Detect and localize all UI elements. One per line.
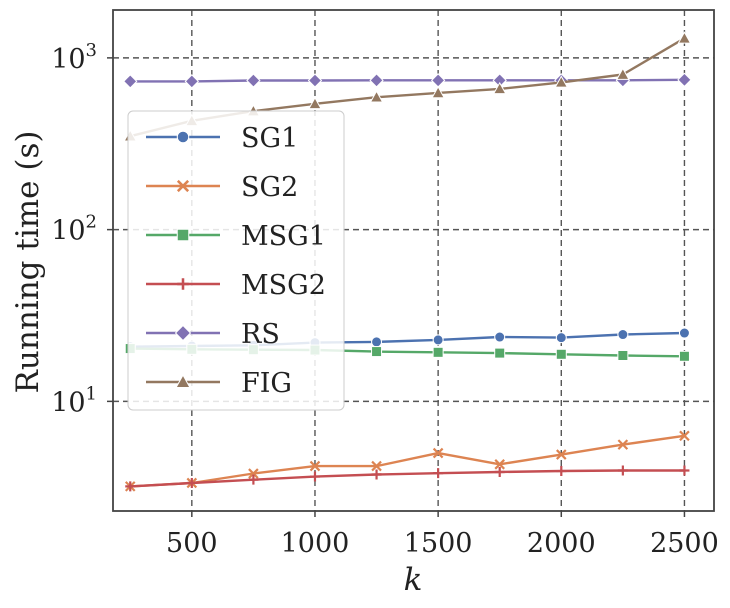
data-point-sg1: [617, 329, 629, 341]
legend-marker-rs: [174, 324, 192, 342]
y-tick-label: 103: [51, 40, 97, 75]
data-point-fig: [431, 85, 445, 99]
data-point-rs: [369, 73, 384, 88]
data-point-msg2: [433, 468, 444, 479]
legend-label-rs: RS: [241, 319, 280, 350]
data-point-msg2: [186, 477, 197, 488]
data-point-msg1: [371, 346, 383, 358]
data-point-msg1: [678, 350, 690, 362]
data-point-sg1: [371, 336, 383, 348]
data-point-sg2: [248, 468, 259, 479]
legend-box: [127, 110, 345, 411]
x-tick-label: 1500: [404, 528, 473, 559]
data-point-msg2: [556, 466, 567, 477]
legend-marker-fig: [175, 374, 191, 389]
data-point-fig: [369, 90, 384, 103]
data-point-msg1: [432, 346, 444, 358]
data-point-msg2: [309, 471, 320, 482]
legend-item-sg2: SG2: [146, 172, 298, 203]
data-point-rs: [677, 72, 692, 88]
data-point-fig: [677, 31, 692, 44]
data-point-rs: [307, 73, 323, 88]
series-line-sg2: [130, 434, 685, 488]
data-point-msg2: [125, 481, 136, 492]
legend: SG1 SG2 MSG1 MSG2 RS FIG: [127, 110, 345, 411]
legend-label-fig: FIG: [241, 368, 292, 399]
data-point-fig: [616, 67, 630, 80]
data-point-rs: [123, 74, 138, 89]
data-point-msg1: [494, 347, 506, 359]
legend-item-fig: FIG: [146, 368, 292, 399]
x-tick-label: 1000: [281, 528, 350, 559]
data-point-msg2: [617, 465, 628, 476]
data-point-fig: [492, 81, 507, 95]
data-point-msg1: [617, 349, 629, 361]
data-point-sg1: [678, 327, 690, 339]
data-point-msg2: [679, 465, 690, 476]
x-tick-label: 500: [166, 528, 218, 559]
legend-label-sg2: SG2: [241, 172, 298, 203]
data-point-rs: [246, 73, 261, 88]
x-tick-label: 2500: [650, 528, 719, 559]
data-point-sg1: [432, 334, 444, 346]
legend-marker-msg1: [176, 228, 190, 242]
series-layer: [123, 31, 692, 492]
data-point-sg2: [371, 460, 382, 472]
data-point-rs: [430, 73, 446, 88]
data-point-rs: [184, 74, 200, 89]
legend-item-msg2: MSG2: [146, 270, 326, 301]
legend-item-msg1: MSG1: [146, 221, 326, 252]
data-point-msg2: [494, 466, 505, 477]
y-tick-label: 101: [51, 383, 97, 418]
legend-marker-msg2: [177, 278, 189, 290]
data-point-sg2: [617, 439, 629, 450]
legend-item-rs: RS: [146, 319, 280, 350]
data-point-msg1: [555, 348, 567, 360]
y-tick-label: 102: [51, 212, 97, 247]
data-point-fig: [308, 96, 322, 110]
legend-marker-sg2: [176, 179, 190, 193]
x-axis-title: k: [404, 562, 423, 598]
plot-frame: [112, 9, 715, 512]
data-point-sg2: [494, 459, 505, 470]
data-point-sg2: [679, 430, 690, 442]
y-axis-title: Running time (s): [10, 131, 46, 394]
legend-label-sg1: SG1: [241, 123, 298, 154]
data-point-sg1: [494, 331, 506, 343]
legend-label-msg2: MSG2: [241, 270, 326, 301]
series-line-msg2: [130, 469, 685, 488]
x-tick-label: 2000: [527, 528, 596, 559]
data-point-sg2: [309, 460, 321, 472]
data-point-sg2: [556, 449, 567, 460]
legend-marker-sg1: [176, 130, 190, 144]
data-point-sg1: [555, 332, 567, 344]
data-point-msg2: [371, 469, 382, 480]
series-msg2: [125, 465, 690, 492]
legend-item-sg1: SG1: [146, 123, 298, 154]
data-point-msg2: [248, 474, 259, 485]
data-point-fig: [554, 75, 569, 88]
series-line-rs: [130, 78, 685, 83]
legend-label-msg1: MSG1: [241, 221, 326, 252]
data-point-sg2: [432, 447, 444, 459]
